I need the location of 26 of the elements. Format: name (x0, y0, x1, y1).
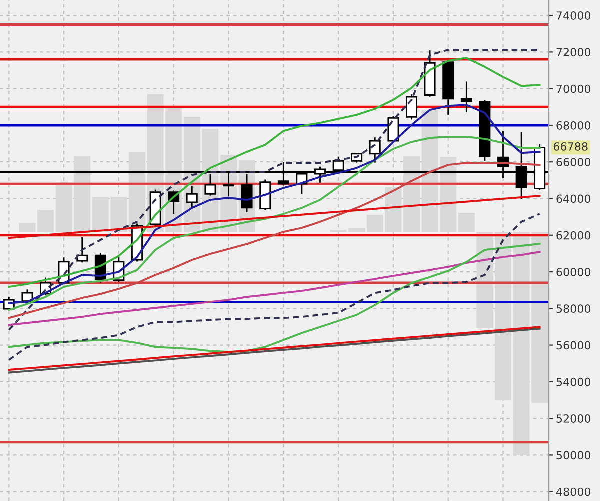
y-tick-label: 48000 (556, 488, 591, 496)
y-tick-label: 66000 (556, 158, 591, 166)
bar (38, 210, 54, 232)
y-tick-label: 68000 (556, 121, 591, 130)
y-tick-label: 50000 (556, 451, 591, 460)
y-tick-label: 70000 (556, 84, 591, 94)
y-tick-label: 58000 (556, 304, 591, 314)
y-tick-label: 74000 (556, 12, 591, 20)
line-series (8, 57, 541, 288)
line-series (8, 243, 541, 354)
y-tick-label: 56000 (556, 341, 591, 350)
bar (458, 213, 475, 232)
y-tick-label: 54000 (556, 378, 591, 386)
y-tick-label: 60000 (556, 268, 591, 276)
annotation: 66788 (554, 142, 588, 151)
y-tick-label: 52000 (556, 414, 591, 423)
line-series (8, 213, 541, 362)
bar (495, 232, 512, 400)
line-series (8, 251, 541, 326)
bar (19, 223, 36, 232)
y-tick-label: 72000 (556, 48, 591, 57)
y-tick-label: 64000 (556, 194, 591, 204)
candlestick (186, 186, 198, 210)
candlestick (369, 138, 381, 163)
candlestick (460, 82, 472, 112)
y-tick-label: 62000 (556, 231, 591, 240)
